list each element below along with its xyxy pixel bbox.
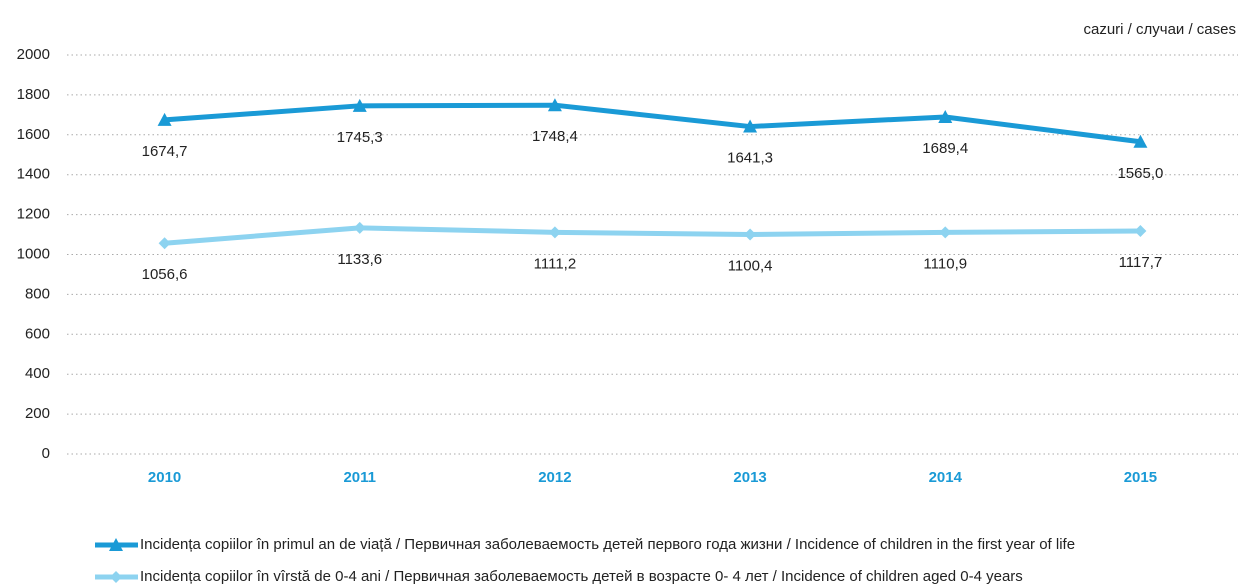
y-tick-label: 400 [25,365,50,382]
value-label: 1674,7 [142,143,188,160]
y-tick-label: 1400 [17,166,50,183]
marker [743,119,758,133]
y-tick-label: 0 [42,445,50,462]
legend-label: Incidența copiilor în vîrstă de 0-4 ani … [140,568,1023,585]
value-label: 1117,7 [1119,254,1163,271]
y-tick-label: 600 [25,325,50,342]
value-label: 1110,9 [923,255,967,272]
marker [548,226,561,239]
value-label: 1056,6 [142,266,188,283]
y-tick-label: 2000 [17,46,50,63]
marker [353,221,366,234]
marker [110,571,122,583]
y-tick-label: 800 [25,285,50,302]
value-label: 1133,6 [337,251,382,268]
value-label: 1565,0 [1117,165,1163,182]
series-line [164,102,1141,145]
unit-label: cazuri / случаи / cases [1084,21,1237,38]
marker [1133,134,1148,148]
x-tick-label: 2013 [733,469,766,486]
marker [157,112,172,126]
marker [352,98,367,112]
marker [1134,225,1147,238]
x-tick-label: 2015 [1124,469,1157,486]
legend-label: Incidența copiilor în primul an de viață… [140,536,1075,553]
marker [744,228,757,241]
marker [939,226,952,239]
marker [938,109,953,123]
marker [158,237,171,250]
x-tick-label: 2011 [343,469,376,486]
y-tick-label: 200 [25,405,50,422]
y-tick-label: 1800 [17,86,50,103]
series-line [164,225,1141,246]
value-label: 1100,4 [728,257,773,274]
y-tick-label: 1200 [17,206,50,223]
marker [547,98,562,112]
value-label: 1641,3 [727,150,773,167]
y-tick-label: 1600 [17,126,50,143]
x-tick-label: 2010 [148,469,181,486]
x-tick-label: 2012 [538,469,571,486]
x-tick-label: 2014 [929,469,963,486]
value-label: 1111,2 [534,255,577,272]
value-label: 1745,3 [337,129,383,146]
marker [109,538,123,551]
y-tick-label: 1000 [17,245,50,262]
value-label: 1689,4 [922,140,968,157]
value-label: 1748,4 [532,128,578,145]
